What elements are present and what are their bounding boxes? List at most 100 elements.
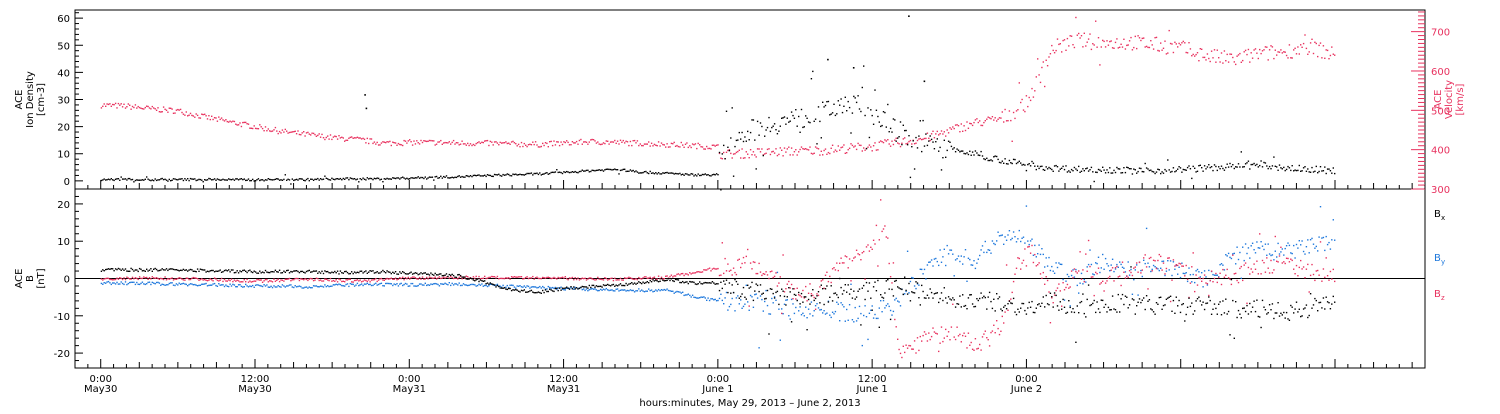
velocity-point <box>553 140 555 142</box>
density-point <box>1243 166 1245 168</box>
bz-point <box>786 283 788 285</box>
bz-point <box>956 326 958 328</box>
velocity-point <box>824 148 827 150</box>
velocity-point <box>823 149 825 152</box>
density-point <box>813 120 815 122</box>
velocity-point <box>1249 61 1251 63</box>
density-point <box>345 177 347 179</box>
bx-point <box>913 292 916 294</box>
by-point <box>591 287 593 290</box>
by-point <box>1222 264 1224 266</box>
bz-point <box>1199 277 1201 280</box>
velocity-point <box>536 144 538 146</box>
bx-point <box>676 278 678 281</box>
by-point <box>1109 270 1111 272</box>
by-point <box>1048 256 1050 259</box>
velocity-point <box>1236 55 1238 57</box>
bz-point <box>962 334 964 337</box>
bx-point <box>1319 301 1322 304</box>
density-point <box>976 152 978 154</box>
bx-point <box>788 287 790 289</box>
density-point <box>946 149 948 152</box>
density-point <box>1290 169 1292 172</box>
by-point <box>136 281 138 284</box>
velocity-point <box>1097 37 1100 39</box>
density-point <box>1124 171 1127 174</box>
bz-point <box>1312 273 1315 276</box>
density-point <box>880 125 882 128</box>
bx-point <box>1100 299 1102 301</box>
velocity-point <box>1106 40 1108 42</box>
bz-point <box>457 278 459 280</box>
bx-point <box>160 269 162 271</box>
by-point <box>751 296 753 298</box>
bz-point <box>474 277 476 280</box>
bz-point <box>994 332 996 334</box>
bz-point <box>744 262 746 264</box>
bx-point <box>714 283 716 285</box>
density-point <box>1014 158 1016 161</box>
bz-point <box>1169 300 1172 303</box>
bz-point <box>660 276 663 278</box>
bx-point <box>154 267 156 270</box>
bx-point <box>1011 302 1013 305</box>
velocity-point <box>888 143 890 145</box>
bz-point <box>140 277 142 280</box>
velocity-point <box>839 149 841 151</box>
bz-point <box>506 277 508 279</box>
bz-point <box>530 277 533 279</box>
velocity-point <box>846 152 848 154</box>
bx-point <box>517 290 520 292</box>
velocity-point <box>872 145 875 147</box>
bz-point <box>484 275 486 278</box>
bx-point <box>656 280 658 282</box>
velocity-point <box>691 143 694 145</box>
bx-point <box>1308 314 1310 317</box>
density-point <box>276 178 278 180</box>
velocity-point <box>1051 44 1053 47</box>
bz-point <box>1181 265 1183 267</box>
bz-point <box>353 279 356 282</box>
bx-point <box>417 273 419 276</box>
bz-point <box>443 276 445 278</box>
velocity-point <box>404 140 407 142</box>
velocity-point <box>402 144 404 147</box>
velocity-point <box>844 152 846 154</box>
by-point <box>892 310 895 313</box>
velocity-point <box>202 113 204 116</box>
bz-point <box>1022 259 1025 262</box>
velocity-point <box>239 122 241 124</box>
velocity-point <box>813 152 815 154</box>
by-point <box>646 290 648 292</box>
bx-point <box>278 269 281 271</box>
velocity-point <box>662 143 664 146</box>
bx-point <box>335 272 337 274</box>
by-point <box>1174 268 1176 270</box>
bz-point <box>805 285 807 288</box>
bz-point <box>638 276 640 279</box>
density-point <box>1015 162 1018 165</box>
bz-point <box>643 276 646 278</box>
velocity-point <box>178 109 180 111</box>
by-point <box>233 284 236 286</box>
bx-point <box>962 294 964 296</box>
density-point <box>527 172 530 175</box>
velocity-point <box>1096 46 1098 48</box>
velocity-point <box>318 133 320 135</box>
bz-point <box>809 283 811 285</box>
bx-point <box>1188 297 1190 299</box>
bz-point <box>352 281 354 283</box>
velocity-point <box>102 105 104 107</box>
by-point <box>213 282 216 285</box>
density-point <box>187 178 189 180</box>
velocity-point <box>714 145 716 147</box>
density-point <box>1276 166 1278 168</box>
by-point <box>662 289 664 291</box>
velocity-point <box>455 142 458 144</box>
density-point <box>799 131 801 133</box>
density-point <box>1065 165 1067 167</box>
density-point <box>488 174 490 176</box>
legend-Bx-sub: x <box>1441 214 1445 222</box>
bz-point <box>755 272 757 275</box>
velocity-point <box>655 144 657 146</box>
